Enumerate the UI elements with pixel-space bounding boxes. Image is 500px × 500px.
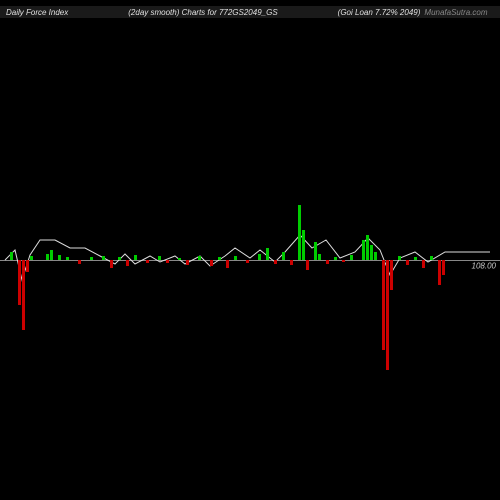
force-bar xyxy=(398,256,401,260)
force-bar xyxy=(318,254,321,260)
force-bar xyxy=(298,205,301,260)
force-bar xyxy=(314,242,317,260)
force-bar xyxy=(386,260,389,370)
force-bar xyxy=(26,260,29,272)
force-bar xyxy=(306,260,309,270)
force-bar xyxy=(46,254,49,260)
force-bar xyxy=(234,256,237,260)
force-bar xyxy=(438,260,441,285)
force-bar xyxy=(362,240,365,260)
force-bar xyxy=(146,260,149,263)
force-bar xyxy=(30,256,33,260)
force-bar xyxy=(258,254,261,260)
smoothed-line xyxy=(0,30,500,490)
force-bar xyxy=(282,252,285,260)
force-bar xyxy=(266,248,269,260)
force-bar xyxy=(442,260,445,275)
force-bar xyxy=(414,257,417,260)
force-bar xyxy=(342,260,345,262)
force-bar xyxy=(290,260,293,265)
force-bar xyxy=(186,260,189,265)
force-bar xyxy=(326,260,329,264)
force-bar xyxy=(350,255,353,260)
chart-header: Daily Force Index (2day smooth) Charts f… xyxy=(0,8,500,28)
force-bar xyxy=(110,260,113,268)
y-axis-label: 108.00 xyxy=(472,262,496,271)
force-bar xyxy=(178,258,181,260)
force-bar xyxy=(226,260,229,268)
force-bar xyxy=(422,260,425,268)
force-bar xyxy=(10,252,13,260)
force-bar xyxy=(158,256,161,260)
force-bar xyxy=(246,260,249,263)
title-desc: (Goi Loan 7.72% 2049) xyxy=(338,8,421,28)
force-bar xyxy=(382,260,385,350)
force-bar xyxy=(134,255,137,260)
force-bar xyxy=(218,257,221,260)
force-bar xyxy=(102,256,105,260)
force-bar xyxy=(118,257,121,260)
force-bar xyxy=(302,230,305,260)
force-bar xyxy=(58,255,61,260)
force-bar xyxy=(390,260,393,290)
force-bar xyxy=(126,260,129,266)
force-bar xyxy=(78,260,81,264)
force-index-chart: 108.00 xyxy=(0,30,500,490)
force-bar xyxy=(18,260,21,305)
force-bar xyxy=(430,256,433,260)
force-bar xyxy=(90,257,93,260)
force-bar xyxy=(274,260,277,264)
force-bar xyxy=(366,235,369,260)
force-bar xyxy=(198,256,201,260)
force-bar xyxy=(370,245,373,260)
force-bar xyxy=(334,257,337,260)
force-bar xyxy=(210,260,213,266)
force-bar xyxy=(166,260,169,263)
title-indicator: Daily Force Index xyxy=(6,8,68,28)
force-bar xyxy=(66,257,69,260)
force-bar xyxy=(374,252,377,260)
force-bar xyxy=(406,260,409,265)
force-bar xyxy=(22,260,25,330)
title-source: MunafaSutra.com xyxy=(424,8,487,28)
force-bar xyxy=(50,250,53,260)
title-symbol: (2day smooth) Charts for 772GS2049_GS xyxy=(128,8,277,28)
